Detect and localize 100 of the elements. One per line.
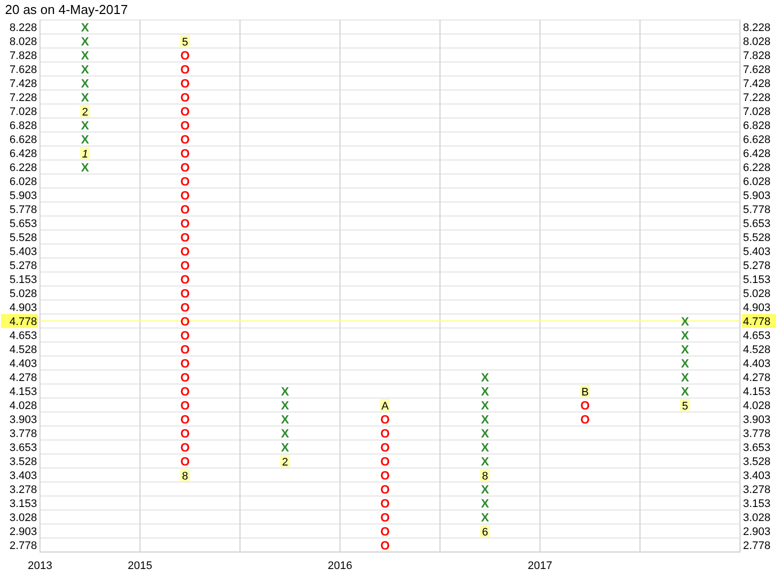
- data-label: 5: [682, 400, 688, 412]
- y2-tick-label: 4.153: [743, 386, 771, 398]
- text: O: [180, 160, 190, 174]
- y2-tick-label: 3.778: [743, 428, 771, 440]
- y-tick-label: 6.428: [9, 148, 37, 160]
- data-label: 8: [482, 470, 488, 482]
- y-tick-label: 7.428: [9, 78, 37, 90]
- text: O: [180, 174, 190, 188]
- y-tick-label: 2.778: [9, 540, 37, 552]
- text: X: [80, 118, 90, 132]
- y2-tick-label: 3.278: [743, 484, 771, 496]
- text: O: [580, 412, 590, 426]
- y-tick-label: 5.403: [9, 246, 37, 258]
- y-tick-label: 3.403: [9, 470, 37, 482]
- y2-tick-label: 6.028: [743, 176, 771, 188]
- y-tick-label: 4.778: [9, 316, 37, 328]
- text: O: [180, 90, 190, 104]
- text: B: [581, 386, 589, 398]
- y-tick-label: 7.628: [9, 64, 37, 76]
- text: X: [680, 342, 690, 356]
- y2-tick-label: 5.028: [743, 288, 771, 300]
- y-tick-label: 7.828: [9, 50, 37, 62]
- text: O: [580, 398, 590, 412]
- y-tick-label: 4.653: [9, 330, 37, 342]
- y2-tick-label: 4.528: [743, 344, 771, 356]
- x-tick-label: 2016: [328, 560, 352, 572]
- text: O: [180, 300, 190, 314]
- text: O: [180, 104, 190, 118]
- data-label: 6: [482, 526, 488, 538]
- y2-tick-label: 7.828: [743, 50, 771, 62]
- y-tick-label: 5.153: [9, 274, 37, 286]
- y2-tick-label: 3.903: [743, 414, 771, 426]
- text: O: [180, 440, 190, 454]
- y-tick-label: 4.278: [9, 372, 37, 384]
- y-tick-label: 8.028: [9, 36, 37, 48]
- y2-tick-label: 5.153: [743, 274, 771, 286]
- text: X: [680, 356, 690, 370]
- text: O: [180, 202, 190, 216]
- text: X: [80, 34, 90, 48]
- y-tick-label: 6.028: [9, 176, 37, 188]
- text: O: [180, 118, 190, 132]
- y-tick-label: 2.903: [9, 526, 37, 538]
- text: O: [180, 398, 190, 412]
- text: X: [480, 426, 490, 440]
- data-label: 2: [82, 106, 88, 118]
- text: X: [680, 370, 690, 384]
- y2-tick-label: 3.528: [743, 456, 771, 468]
- y-tick-label: 5.028: [9, 288, 37, 300]
- y2-tick-label: 7.428: [743, 78, 771, 90]
- text: X: [80, 62, 90, 76]
- text: X: [480, 496, 490, 510]
- text: O: [180, 62, 190, 76]
- text: O: [180, 132, 190, 146]
- data-label: 1: [82, 148, 88, 160]
- y-tick-label: 3.153: [9, 498, 37, 510]
- y-tick-label: 5.528: [9, 232, 37, 244]
- text: X: [80, 160, 90, 174]
- text: O: [180, 230, 190, 244]
- text: O: [180, 356, 190, 370]
- y-tick-label: 3.028: [9, 512, 37, 524]
- y2-tick-label: 5.778: [743, 204, 771, 216]
- y2-tick-label: 4.778: [743, 316, 771, 328]
- chart-title: 20 as on 4-May-2017: [5, 2, 128, 17]
- y-tick-label: 3.528: [9, 456, 37, 468]
- y-tick-label: 4.903: [9, 302, 37, 314]
- text: O: [180, 216, 190, 230]
- x-tick-label: 2017: [528, 560, 552, 572]
- text: X: [80, 76, 90, 90]
- text: O: [380, 510, 390, 524]
- text: X: [280, 398, 290, 412]
- text: O: [380, 538, 390, 552]
- text: O: [180, 272, 190, 286]
- y-tick-label: 7.028: [9, 106, 37, 118]
- y-tick-label: 3.653: [9, 442, 37, 454]
- y2-tick-label: 3.653: [743, 442, 771, 454]
- y2-tick-label: 2.778: [743, 540, 771, 552]
- y-tick-label: 6.828: [9, 120, 37, 132]
- data-label: 2: [282, 456, 288, 468]
- text: O: [180, 412, 190, 426]
- text: O: [380, 426, 390, 440]
- data-label: 8: [182, 470, 188, 482]
- text: O: [180, 426, 190, 440]
- text: X: [480, 440, 490, 454]
- text: O: [180, 188, 190, 202]
- y2-tick-label: 6.228: [743, 162, 771, 174]
- text: X: [480, 398, 490, 412]
- text: X: [80, 132, 90, 146]
- text: O: [380, 482, 390, 496]
- text: O: [380, 454, 390, 468]
- text: X: [280, 426, 290, 440]
- y2-tick-label: 6.828: [743, 120, 771, 132]
- y2-tick-label: 5.903: [743, 190, 771, 202]
- text: O: [380, 468, 390, 482]
- y2-tick-label: 3.028: [743, 512, 771, 524]
- text: X: [80, 20, 90, 34]
- text: O: [180, 328, 190, 342]
- y2-tick-label: 3.403: [743, 470, 771, 482]
- y2-tick-label: 2.903: [743, 526, 771, 538]
- y2-tick-label: 8.028: [743, 36, 771, 48]
- data-label: 5: [182, 36, 188, 48]
